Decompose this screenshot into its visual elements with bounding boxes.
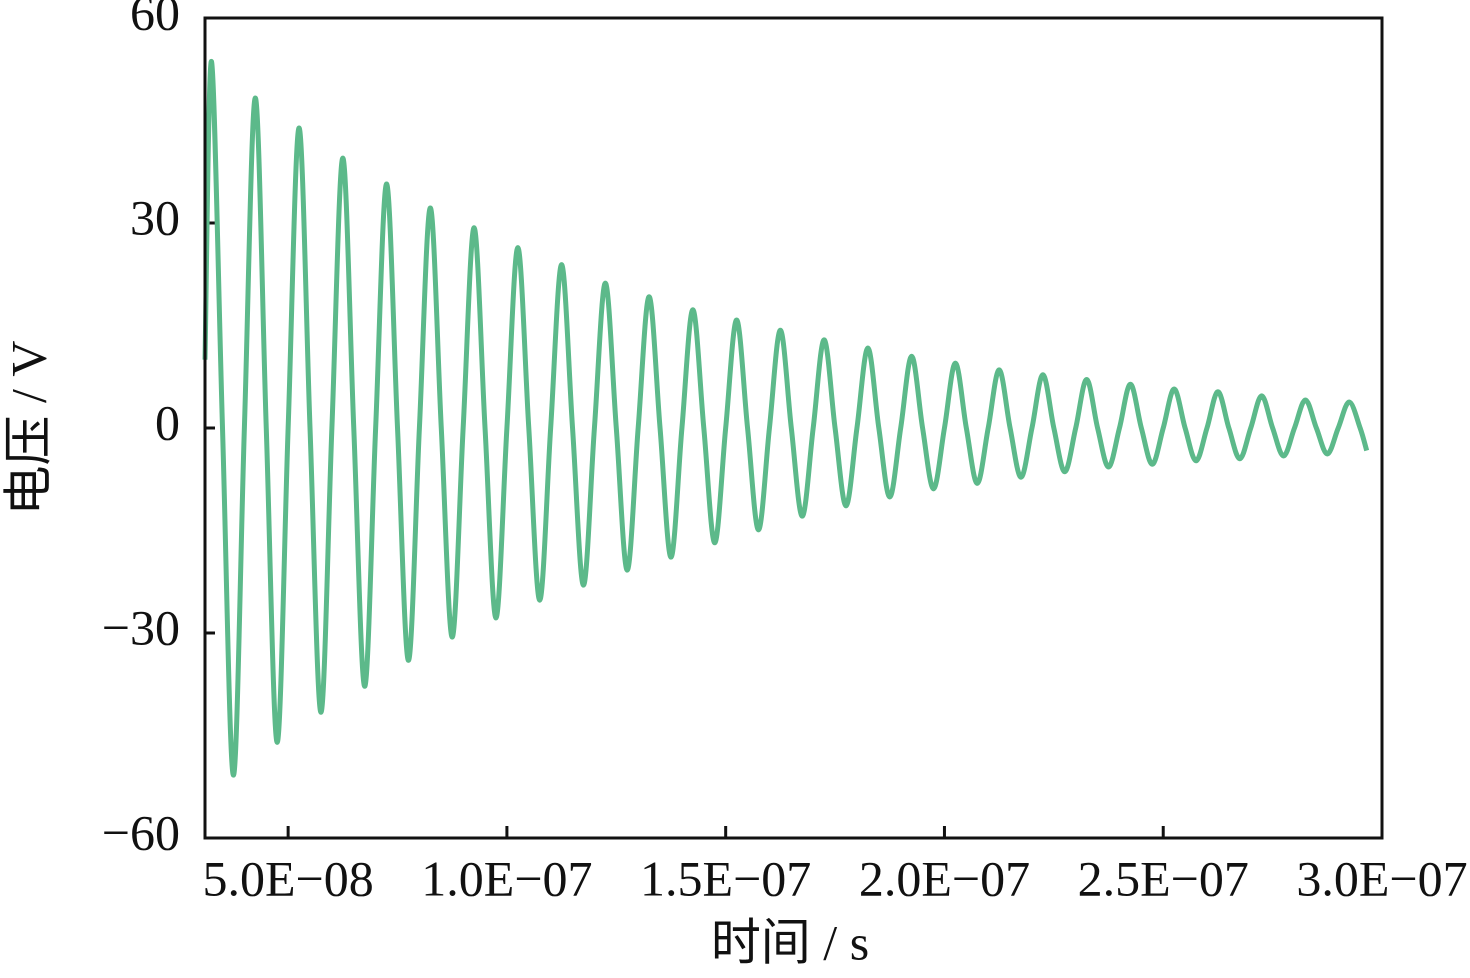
x-tick-label: 2.0E−07 [859,850,1030,906]
data-line [202,59,1370,778]
y-tick-label: 0 [155,394,180,450]
x-tick-label: 5.0E−08 [203,850,374,906]
x-tick-label: 1.5E−07 [640,850,811,906]
y-tick-label: −30 [102,599,180,655]
x-tick-label: 1.0E−07 [421,850,592,906]
x-axis-title: 时间 / s [711,914,869,970]
x-tick-label: 3.0E−07 [1296,850,1467,906]
y-tick-label: 60 [130,0,180,40]
x-tick-label: 2.5E−07 [1078,850,1249,906]
y-tick-label: −60 [102,804,180,860]
y-axis-title: 电压 / V [0,341,56,516]
y-tick-label: 30 [130,189,180,245]
plot-frame [203,16,1384,840]
